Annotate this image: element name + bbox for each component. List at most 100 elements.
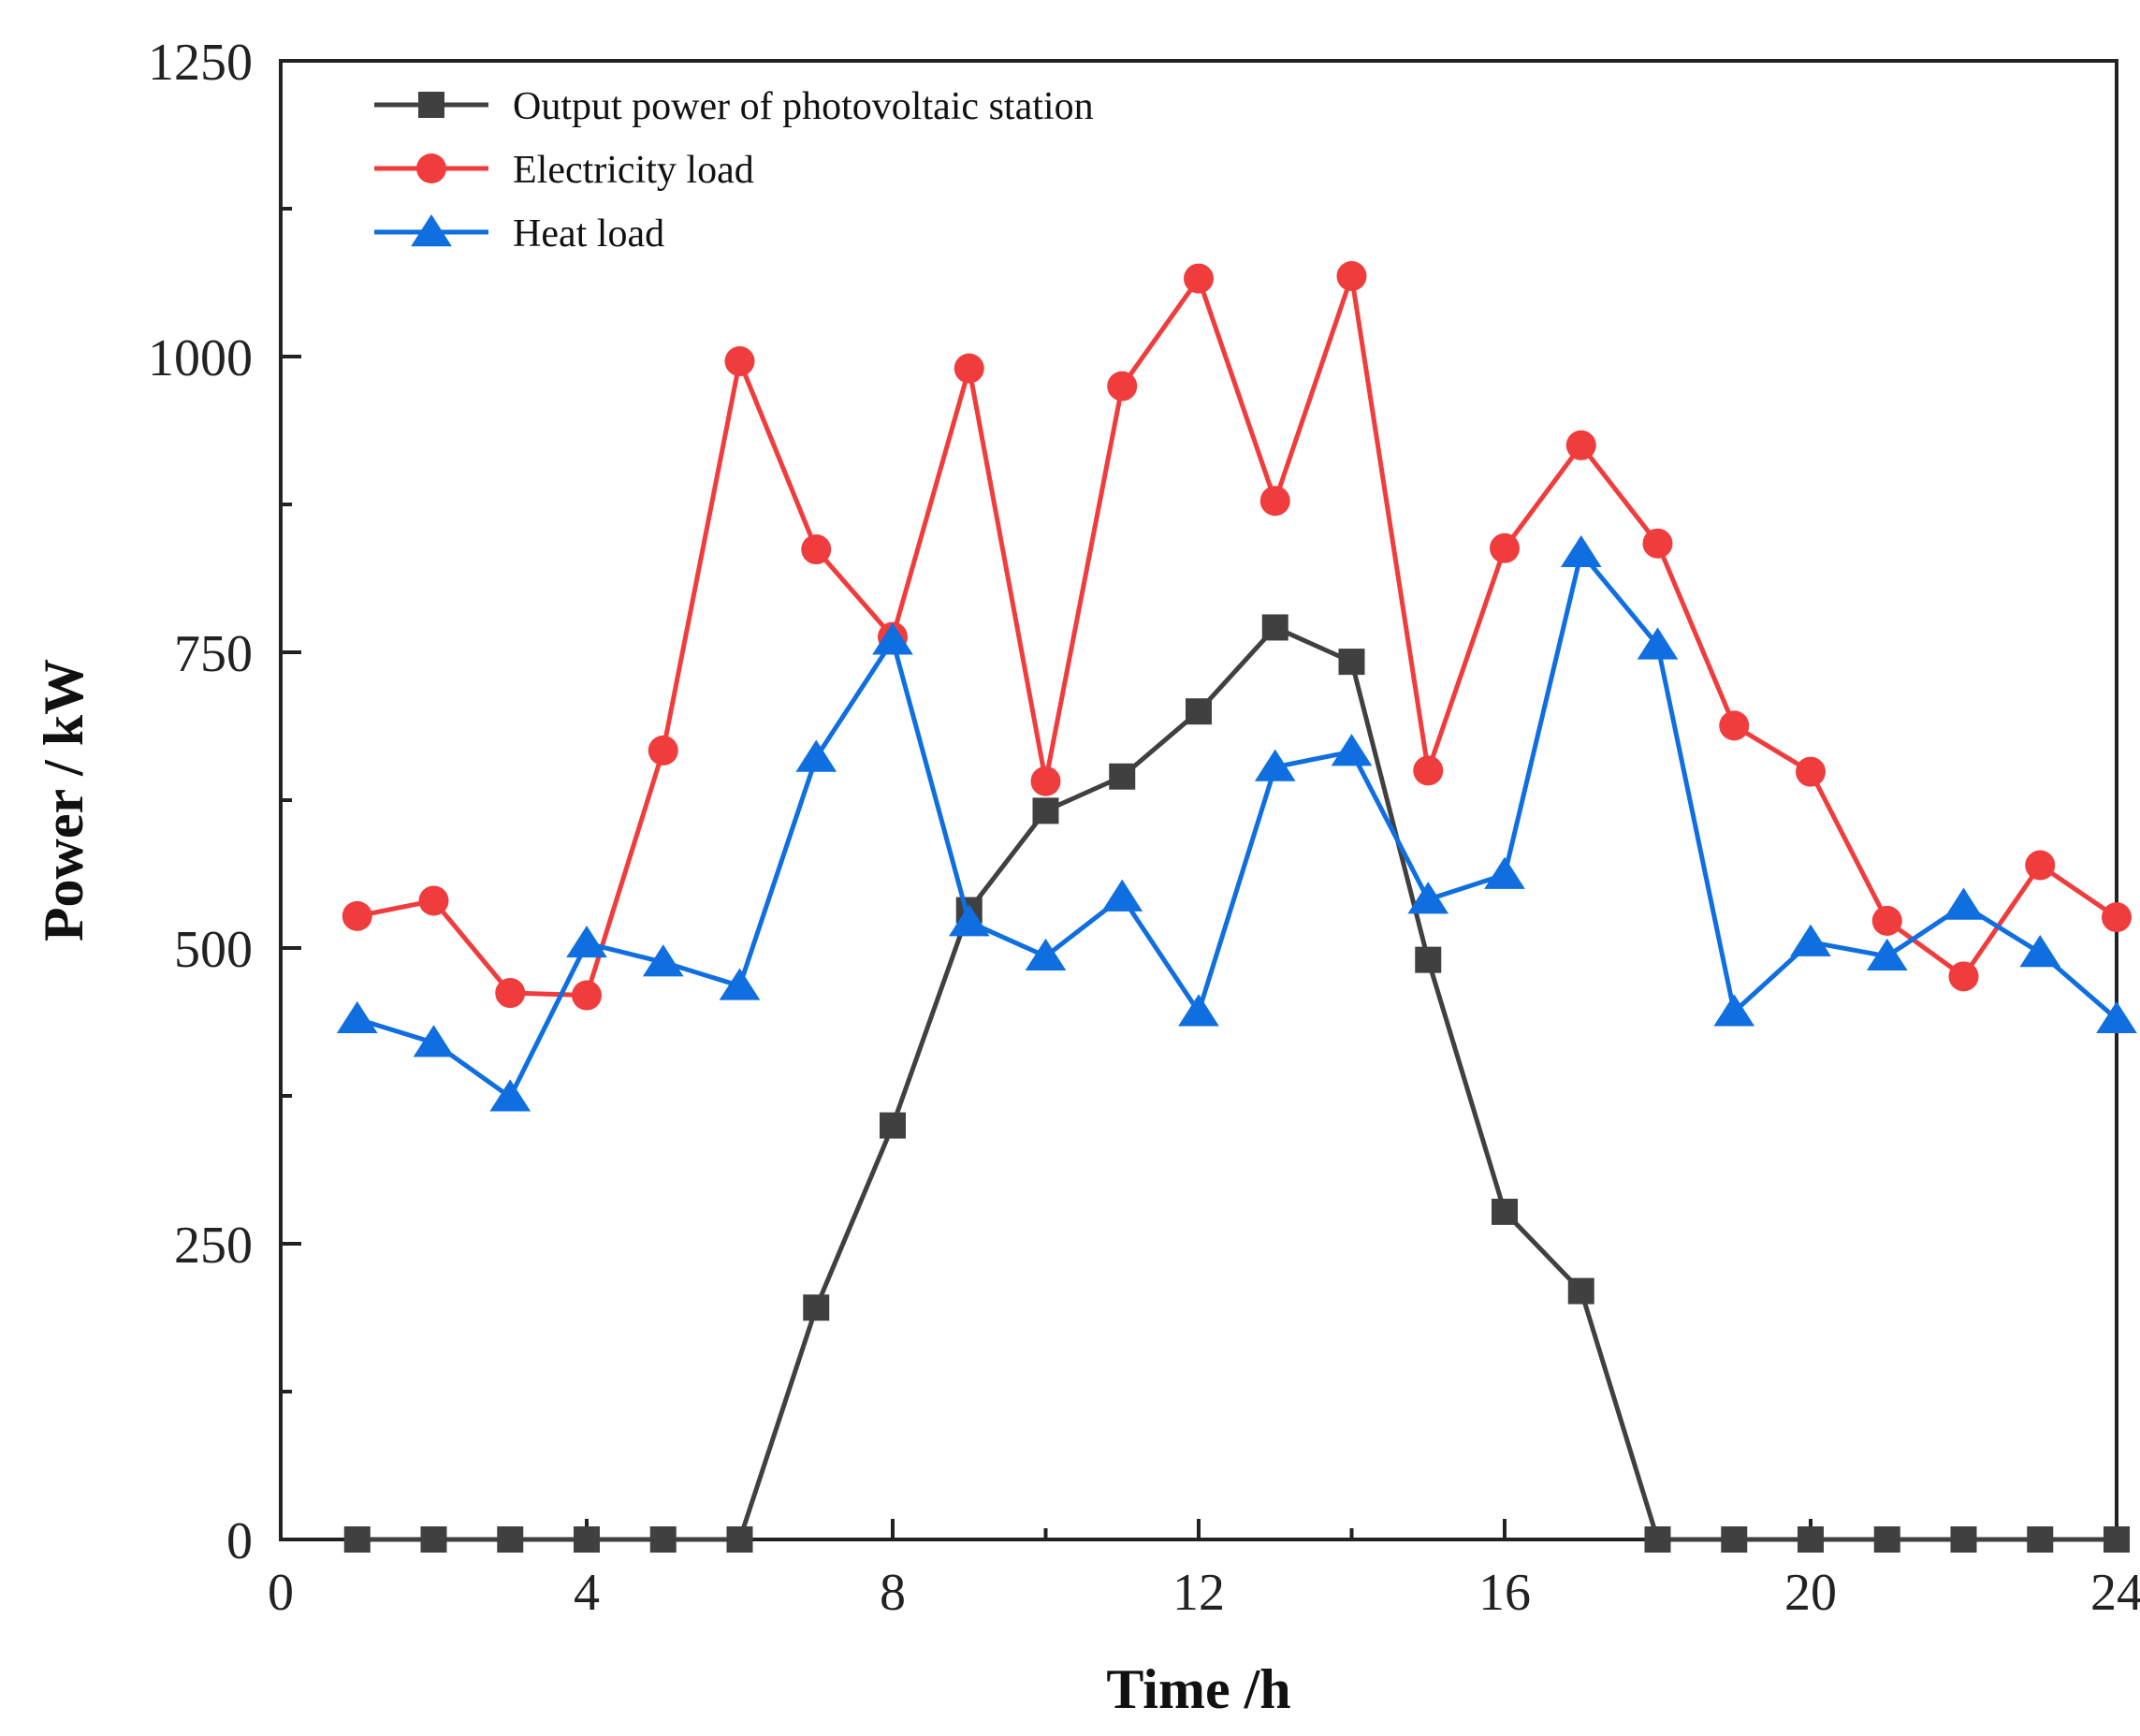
data-point (1336, 261, 1367, 292)
series-3 (336, 534, 2137, 1112)
data-point (2096, 1000, 2137, 1034)
data-point (1338, 649, 1365, 676)
data-point (642, 944, 684, 977)
legend-label: Heat load (513, 212, 664, 255)
data-point (1107, 371, 1138, 401)
data-point (1030, 766, 1061, 796)
data-point (880, 1112, 906, 1139)
legend-entry: Output power of photovoltaic station (374, 85, 1094, 128)
series-line (357, 624, 2117, 1542)
y-tick-label: 500 (174, 921, 253, 979)
legend-label: Output power of photovoltaic station (513, 85, 1094, 128)
data-point (1796, 756, 1826, 787)
data-point (489, 1079, 531, 1112)
series-lines (336, 261, 2137, 1553)
data-point (1567, 1277, 1594, 1305)
y-tick-label: 250 (174, 1217, 253, 1275)
legend-entry: Electricity load (374, 149, 754, 192)
data-point (2025, 850, 2056, 881)
data-point (1184, 263, 1214, 294)
data-point (1721, 1526, 1748, 1553)
data-point (1032, 797, 1059, 824)
data-point (1565, 430, 1596, 460)
data-point (1644, 1526, 1671, 1553)
data-point (497, 1526, 524, 1553)
x-tick-label: 16 (1478, 1564, 1531, 1622)
series-line (357, 273, 2118, 999)
data-point (1950, 1526, 1977, 1553)
data-point (1025, 938, 1067, 971)
x-axis-title: Time /h (1106, 1658, 1290, 1720)
data-point (1943, 887, 1985, 920)
legend-marker (418, 92, 444, 118)
data-point (1490, 532, 1520, 563)
data-point (336, 1000, 378, 1034)
x-tick-label: 0 (268, 1564, 294, 1622)
data-point (2102, 902, 2132, 933)
data-point (413, 1025, 455, 1058)
data-point (2104, 1526, 2130, 1553)
data-point (1719, 710, 1750, 741)
data-point (1713, 994, 1755, 1027)
data-point (495, 978, 526, 1009)
y-tick-label: 1000 (148, 329, 253, 387)
data-point (1407, 882, 1449, 914)
data-point (574, 1526, 600, 1553)
data-point (1261, 614, 1288, 641)
data-point (342, 900, 372, 931)
x-tick-label: 4 (574, 1564, 600, 1622)
data-point (803, 1294, 830, 1321)
data-point (1492, 1198, 1518, 1225)
data-point (2019, 935, 2061, 968)
data-point (726, 1526, 753, 1553)
data-point (1415, 946, 1442, 973)
data-point (1866, 938, 1908, 971)
data-point (1254, 749, 1296, 781)
data-point (1873, 1526, 1900, 1553)
data-point (1109, 763, 1136, 790)
data-point (566, 925, 607, 958)
data-point (1484, 856, 1525, 889)
data-point (572, 980, 602, 1011)
series-2 (342, 261, 2132, 1011)
data-point (1790, 924, 1831, 956)
data-point (1637, 627, 1679, 660)
x-tick-label: 20 (1784, 1564, 1837, 1622)
data-point (1101, 879, 1143, 912)
data-point (724, 346, 755, 377)
data-point (1798, 1526, 1824, 1553)
data-point (1259, 486, 1290, 517)
data-point (649, 1526, 677, 1553)
x-tick-label: 12 (1172, 1564, 1225, 1622)
y-tick-label: 750 (174, 625, 253, 683)
series-line (357, 550, 2118, 1100)
series-1 (343, 614, 2130, 1553)
legend-label: Electricity load (513, 149, 754, 192)
legend-entry: Heat load (374, 212, 664, 255)
x-tick-label: 8 (880, 1564, 906, 1622)
data-point (1642, 528, 1673, 559)
data-point (872, 622, 913, 655)
data-point (1948, 961, 1979, 992)
data-point (1560, 534, 1602, 568)
data-point (795, 739, 837, 772)
y-tick-label: 1250 (148, 34, 253, 92)
data-point (801, 534, 832, 565)
data-point (1413, 755, 1444, 786)
data-point (648, 735, 678, 766)
data-point (343, 1526, 371, 1553)
data-point (1871, 905, 1902, 936)
data-point (1186, 698, 1212, 725)
y-axis-title: Power / kW (33, 659, 95, 941)
legend-marker (416, 153, 446, 183)
y-tick-label: 0 (226, 1512, 253, 1570)
data-point (1178, 994, 1219, 1027)
legend: Output power of photovoltaic station Elec… (374, 85, 1094, 255)
data-point (420, 1526, 447, 1553)
data-point (719, 968, 761, 1000)
x-tick-label: 24 (2090, 1564, 2140, 1622)
data-point (2027, 1526, 2054, 1553)
data-point (954, 353, 984, 384)
